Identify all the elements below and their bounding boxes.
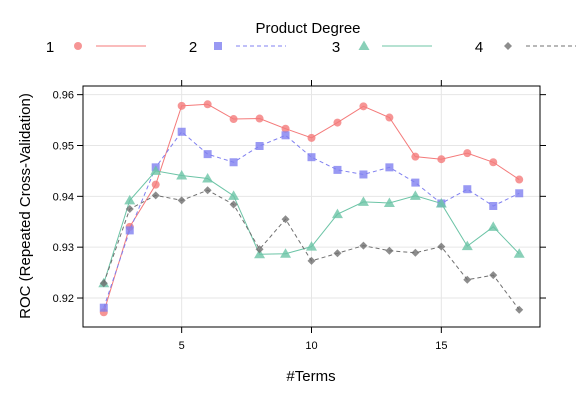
data-point — [254, 248, 266, 259]
data-point — [307, 153, 316, 162]
data-point — [333, 249, 342, 258]
data-point — [281, 131, 290, 140]
data-point — [229, 115, 238, 124]
series-4 — [99, 186, 524, 314]
data-point — [437, 242, 446, 251]
series-layer — [98, 100, 525, 317]
legend-item-4: 4 — [475, 39, 576, 56]
y-tick-label: 0.96 — [53, 90, 74, 102]
data-point — [280, 248, 292, 258]
data-point — [357, 196, 369, 206]
legend-items: 1 2 3 4 — [46, 39, 576, 56]
data-point — [383, 197, 395, 207]
data-point — [202, 173, 214, 183]
data-point — [435, 197, 447, 208]
data-point — [228, 190, 240, 200]
data-point — [385, 246, 394, 255]
legend-label: 1 — [46, 39, 54, 56]
data-point — [229, 200, 238, 209]
x-tick-label: 10 — [305, 340, 317, 352]
x-tick-label: 5 — [179, 340, 185, 352]
data-point — [411, 248, 420, 257]
data-point — [515, 305, 524, 314]
data-point — [177, 101, 186, 110]
data-point — [463, 275, 472, 284]
data-point — [411, 152, 420, 161]
data-point — [307, 256, 316, 265]
data-point — [307, 133, 316, 142]
data-point — [229, 158, 238, 167]
x-tick-label: 15 — [435, 340, 447, 352]
legend-item-1: 1 — [46, 39, 146, 56]
x-axis-label: #Terms — [286, 368, 335, 385]
data-point — [333, 165, 342, 174]
data-point — [513, 248, 525, 258]
y-tick-label: 0.93 — [53, 242, 74, 254]
legend-item-3: 3 — [332, 39, 432, 56]
data-point — [151, 180, 160, 189]
data-point — [255, 114, 264, 123]
data-point — [489, 158, 498, 167]
data-point — [281, 124, 290, 133]
y-axis-label: ROC (Repeated Cross-Validation) — [17, 93, 34, 319]
data-point — [99, 279, 108, 288]
legend-label: 3 — [332, 39, 340, 56]
legend-marker — [214, 42, 222, 50]
data-point — [489, 201, 498, 210]
data-point — [409, 190, 421, 200]
data-point — [255, 141, 264, 150]
series-2 — [99, 127, 524, 312]
data-point — [203, 150, 212, 159]
data-point — [333, 118, 342, 127]
data-point — [150, 165, 162, 175]
data-point — [281, 215, 290, 224]
legend-marker — [74, 42, 82, 50]
y-tick-label: 0.95 — [53, 140, 74, 152]
data-point — [359, 102, 368, 111]
data-point — [359, 170, 368, 179]
data-point — [331, 208, 343, 219]
axes: 0.92 0.93 0.94 0.95 0.96 5 10 15 — [53, 80, 546, 352]
data-point — [151, 191, 160, 200]
legend-title: Product Degree — [255, 20, 360, 37]
data-point — [125, 226, 134, 235]
data-point — [255, 245, 264, 254]
data-point — [487, 221, 499, 231]
legend-label: 2 — [189, 39, 197, 56]
data-point — [437, 155, 446, 164]
data-point — [203, 186, 212, 195]
y-tick-label: 0.94 — [53, 191, 74, 203]
data-point — [306, 241, 317, 251]
data-point — [515, 189, 524, 198]
data-point — [463, 185, 472, 194]
data-point — [385, 163, 394, 172]
data-point — [203, 100, 212, 109]
legend-item-2: 2 — [189, 39, 286, 56]
data-point — [489, 271, 498, 280]
data-point — [411, 178, 420, 187]
data-point — [99, 303, 108, 312]
legend-label: 4 — [475, 39, 483, 56]
legend: Product Degree 1 2 3 4 — [46, 20, 576, 56]
legend-marker — [358, 40, 370, 50]
data-point — [177, 196, 186, 205]
data-point — [176, 169, 188, 180]
data-point — [177, 127, 186, 136]
data-point — [515, 175, 524, 184]
y-tick-label: 0.92 — [53, 293, 74, 305]
data-point — [124, 194, 136, 205]
data-point — [125, 205, 134, 214]
data-point — [461, 240, 473, 251]
data-point — [385, 113, 394, 122]
grid — [83, 86, 540, 327]
legend-marker — [504, 42, 512, 50]
data-point — [463, 149, 472, 158]
data-point — [359, 241, 368, 250]
